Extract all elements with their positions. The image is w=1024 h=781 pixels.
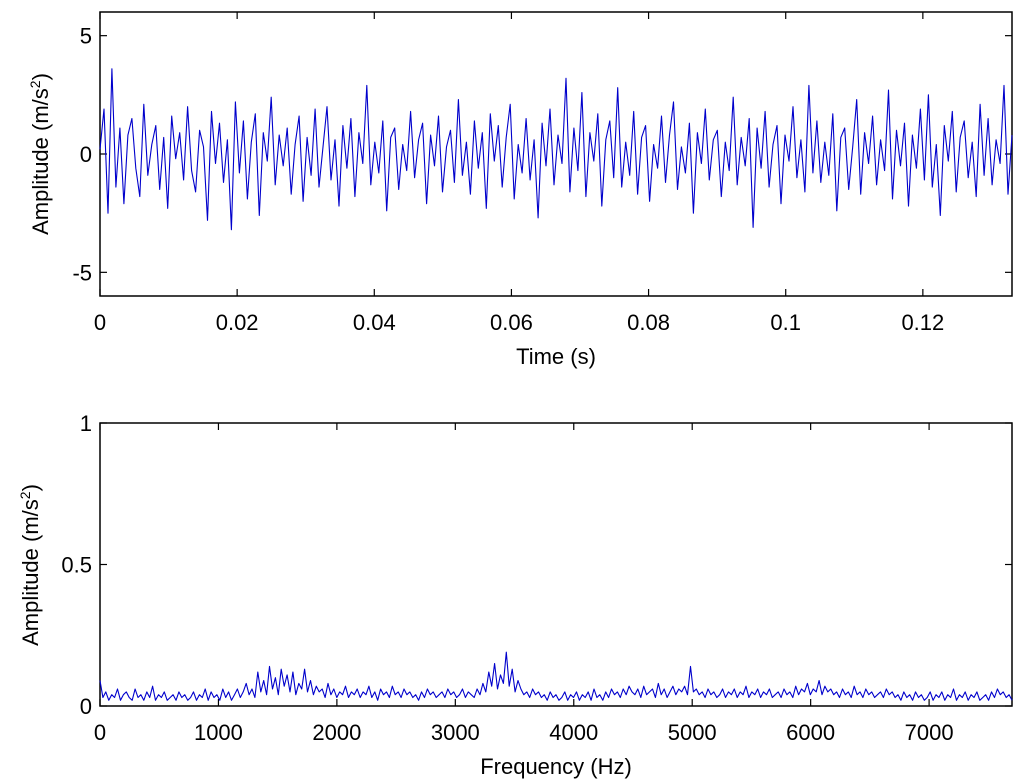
time-x-tick-label: 0.06 (490, 310, 533, 335)
time-y-axis-label-sup: 2 (27, 80, 43, 88)
time-plot-tick-labels: 0 0.02 0.04 0.06 0.08 0.1 0.12-505 (72, 24, 944, 335)
spectrum-x-tick-label: 0 (94, 720, 106, 745)
time-x-tick-label: 0.08 (627, 310, 670, 335)
spectrum-x-tick-label: 2000 (312, 720, 361, 745)
spectrum-line (99, 651, 1013, 701)
time-x-tick-label: 0 (94, 310, 106, 335)
spectrum-x-axis-label: Frequency (Hz) (480, 754, 632, 779)
spectrum-y-axis-label: Amplitude (m/s2) (17, 484, 43, 646)
spectrum-y-tick-label: 0.5 (61, 553, 92, 578)
spectrum-y-axis-label-sup: 2 (17, 491, 33, 499)
spectrum-x-tick-label: 1000 (194, 720, 243, 745)
spectrum-plot: 0 1000 2000 3000 4000 5000 6000 7000 0 0.5 1 Frequ… (17, 411, 1013, 779)
time-y-axis-label-end: ) (28, 73, 53, 80)
spectrum-x-tick-label: 5000 (668, 720, 717, 745)
spectrum-y-axis-label-main: Amplitude (m/s (18, 499, 43, 646)
time-y-axis-label: Amplitude (m/s2) (27, 73, 53, 235)
spectrum-y-tick-label: 0 (80, 694, 92, 719)
spectrum-plot-axes-box (99, 422, 1013, 707)
time-x-tick-label: 0.12 (901, 310, 944, 335)
time-x-tick-label: 0.02 (216, 310, 259, 335)
time-y-axis-label-main: Amplitude (m/s (28, 88, 53, 235)
spectrum-plot-ticks (99, 422, 1012, 707)
spectrum-x-tick-label: 4000 (549, 720, 598, 745)
spectrum-y-tick-label: 1 (80, 411, 92, 436)
time-x-axis-label: Time (s) (516, 344, 596, 369)
spectrum-x-tick-label: 6000 (786, 720, 835, 745)
time-signal-line (99, 68, 1013, 231)
spectrum-x-tick-label: 3000 (431, 720, 480, 745)
time-x-tick-label: 0.04 (353, 310, 396, 335)
time-x-tick-label: 0.1 (770, 310, 801, 335)
time-y-tick-label: 0 (80, 142, 92, 167)
spectrum-y-axis-label-end: ) (18, 484, 43, 491)
time-plot-ticks (99, 12, 1012, 296)
spectrum-x-tick-label: 7000 (905, 720, 954, 745)
time-plot: 0 0.02 0.04 0.06 0.08 0.1 0.12-505 Time (s) Am… (27, 11, 1013, 369)
time-y-tick-label: 5 (80, 24, 92, 49)
time-y-tick-label: -5 (72, 260, 92, 285)
spectrum-plot-tick-labels: 0 1000 2000 3000 4000 5000 6000 7000 0 0.5 1 (61, 411, 953, 745)
